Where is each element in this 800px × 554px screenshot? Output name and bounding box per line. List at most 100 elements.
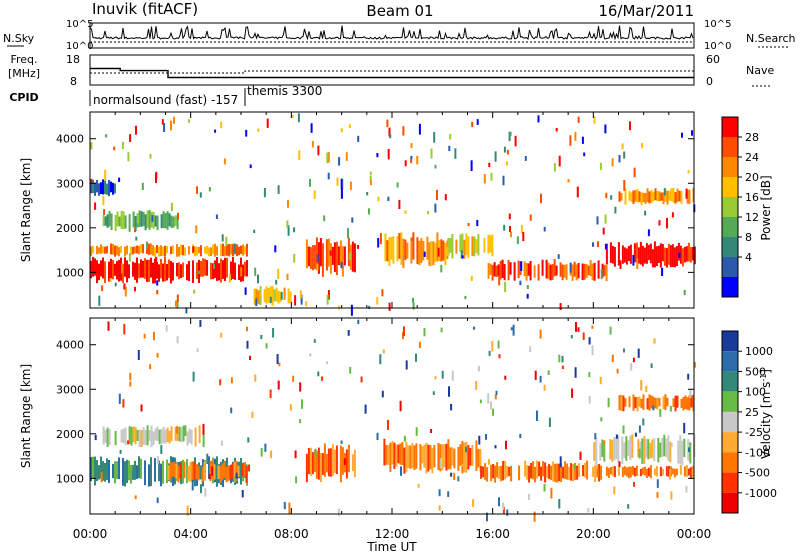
heatmap-cell xyxy=(655,466,658,477)
heatmap-cell xyxy=(184,425,187,437)
heatmap-cell xyxy=(583,263,586,280)
heatmap-cell xyxy=(643,247,646,264)
heatmap-cell xyxy=(569,262,572,273)
heatmap-cell xyxy=(451,370,454,381)
heatmap-cell xyxy=(611,439,614,462)
heatmap-cell xyxy=(588,372,591,378)
heatmap-cell xyxy=(313,190,316,199)
colorbar-tick-label: 28 xyxy=(745,131,759,144)
heatmap-cell xyxy=(269,389,272,399)
heatmap-cell xyxy=(209,460,212,482)
heatmap-cell xyxy=(136,213,139,224)
heatmap-cell xyxy=(310,123,313,133)
heatmap-cell xyxy=(418,123,421,135)
heatmap-cell xyxy=(465,233,468,255)
heatmap-cell xyxy=(381,289,384,297)
heatmap-cell xyxy=(434,242,437,263)
heatmap-cell xyxy=(436,189,438,200)
heatmap-cell xyxy=(477,366,480,372)
heatmap-cell xyxy=(663,434,666,457)
heatmap-cell xyxy=(90,182,92,194)
heatmap-cell xyxy=(539,375,542,383)
heatmap-cell xyxy=(224,257,226,281)
colorbar-tick-label: 20 xyxy=(745,171,759,184)
heatmap-cell xyxy=(473,326,475,330)
heatmap-cell xyxy=(666,190,669,205)
heatmap-cell xyxy=(96,260,98,284)
heatmap-cell xyxy=(100,244,102,254)
heatmap-cell xyxy=(230,244,232,255)
heatmap-cell xyxy=(577,116,580,123)
heatmap-cell xyxy=(102,461,104,481)
heatmap-cell xyxy=(291,114,294,118)
heatmap-cell xyxy=(124,257,126,277)
heatmap-cell xyxy=(687,170,690,174)
heatmap-cell xyxy=(144,460,146,486)
heatmap-cell xyxy=(241,462,244,477)
heatmap-cell xyxy=(479,448,482,472)
heatmap-cell xyxy=(689,247,692,263)
heatmap-cell xyxy=(641,143,644,149)
heatmap-cell xyxy=(415,427,418,436)
heatmap-cell xyxy=(604,214,607,224)
heatmap-cell xyxy=(369,171,372,175)
heatmap-cell xyxy=(503,146,506,153)
heatmap-cell xyxy=(287,288,290,304)
heatmap-cell xyxy=(631,434,634,458)
heatmap-cell xyxy=(482,466,485,478)
heatmap-cell xyxy=(557,254,560,259)
heatmap-cell xyxy=(410,237,413,264)
heatmap-cell xyxy=(615,436,618,460)
heatmap-cell xyxy=(149,154,152,159)
heatmap-cell xyxy=(667,435,670,461)
heatmap-cell xyxy=(226,257,228,278)
heatmap-cell xyxy=(494,445,497,449)
heatmap-cell xyxy=(158,460,160,482)
heatmap-cell xyxy=(202,258,204,277)
heatmap-cell xyxy=(508,466,511,477)
heatmap-cell xyxy=(230,407,233,414)
heatmap-cell xyxy=(96,180,98,193)
heatmap-cell xyxy=(657,437,660,463)
heatmap-cell xyxy=(409,445,412,469)
heatmap-cell xyxy=(426,236,429,260)
heatmap-cell xyxy=(234,476,237,482)
heatmap-cell xyxy=(459,234,462,252)
heatmap-cell xyxy=(299,419,302,424)
heatmap-cell xyxy=(307,448,310,474)
heatmap-cell xyxy=(621,436,624,465)
heatmap-cell xyxy=(541,259,544,276)
heatmap-cell xyxy=(154,258,156,284)
heatmap-cell xyxy=(548,463,551,479)
heatmap-cell xyxy=(683,466,686,477)
heatmap-cell xyxy=(313,339,316,343)
heatmap-cell xyxy=(130,426,133,446)
heatmap-cell xyxy=(442,240,445,261)
heatmap-cell xyxy=(637,348,640,358)
heatmap-cell xyxy=(685,465,688,477)
heatmap-cell xyxy=(283,501,286,510)
heatmap-cell xyxy=(551,264,554,280)
heatmap-cell xyxy=(529,270,532,275)
heatmap-cell xyxy=(150,257,152,278)
heatmap-cell xyxy=(382,349,385,354)
heatmap-cell xyxy=(431,447,434,474)
heatmap-cell xyxy=(658,220,661,226)
colorbar-tick-label: 24 xyxy=(745,151,759,164)
heatmap-cell xyxy=(685,485,688,493)
heatmap-cell xyxy=(349,181,352,191)
heatmap-cell xyxy=(550,465,553,481)
heatmap-cell xyxy=(621,467,624,478)
heatmap-cell xyxy=(98,183,100,196)
heatmap-cell xyxy=(602,227,605,235)
heatmap-cell xyxy=(677,242,680,261)
heatmap-cell xyxy=(311,452,314,475)
heatmap-cell xyxy=(270,450,273,459)
heatmap-cell xyxy=(186,459,188,484)
heatmap-cell xyxy=(487,234,490,254)
heatmap-cell xyxy=(625,248,628,265)
heatmap-cell xyxy=(325,454,328,473)
heatmap-cell xyxy=(543,484,546,492)
heatmap-cell xyxy=(313,449,316,472)
heatmap-cell xyxy=(170,202,173,211)
